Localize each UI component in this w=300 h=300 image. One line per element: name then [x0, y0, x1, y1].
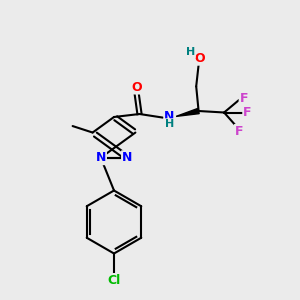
Text: H: H	[186, 47, 195, 57]
Text: F: F	[240, 92, 248, 105]
Text: O: O	[194, 52, 205, 65]
Text: F: F	[243, 106, 252, 119]
Text: N: N	[122, 151, 132, 164]
Text: H: H	[165, 119, 174, 129]
Text: N: N	[164, 110, 175, 123]
Text: N: N	[96, 151, 106, 164]
Polygon shape	[176, 108, 199, 116]
Text: O: O	[131, 80, 142, 94]
Text: Cl: Cl	[107, 274, 121, 287]
Text: F: F	[235, 125, 243, 138]
